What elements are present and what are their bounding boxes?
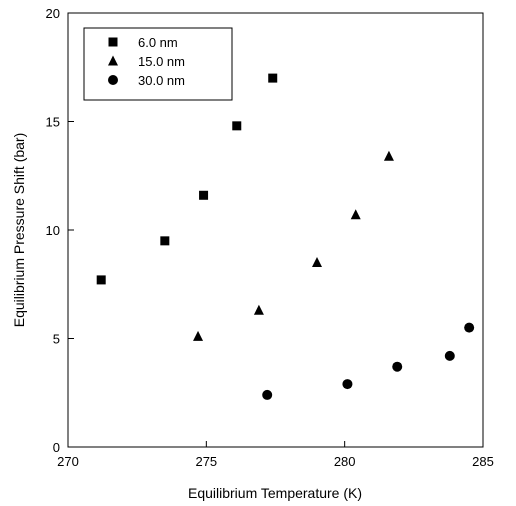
point-s1-3 <box>350 209 361 220</box>
legend: 6.0 nm 15.0 nm 30.0 nm <box>83 27 233 101</box>
x-tick-label-3: 285 <box>472 454 494 469</box>
legend-marker-2 <box>108 75 118 85</box>
point-s0-0 <box>96 275 106 285</box>
point-s0-3 <box>232 121 242 131</box>
legend-marker-0 <box>108 37 118 47</box>
point-s2-4 <box>464 322 475 333</box>
legend-marker-1 <box>108 55 118 66</box>
point-s2-2 <box>392 361 403 372</box>
x-tick-label-2: 280 <box>334 454 356 469</box>
y-tick-label-2: 10 <box>46 223 60 238</box>
point-s1-4 <box>383 150 394 161</box>
point-s1-2 <box>312 257 322 268</box>
point-s2-3 <box>444 350 455 361</box>
y-tick-label-1: 5 <box>53 332 60 347</box>
point-s2-1 <box>342 379 353 390</box>
y-axis-label: Equilibrium Pressure Shift (bar) <box>11 133 27 328</box>
legend-label-6nm: 6.0 nm <box>138 35 178 50</box>
y-axis: 0 5 10 15 20 <box>46 6 74 455</box>
x-tick-label-0: 270 <box>57 454 79 469</box>
x-tick-label-1: 275 <box>195 454 217 469</box>
point-s0-2 <box>199 190 209 200</box>
point-s1-0 <box>193 330 204 341</box>
legend-label-30nm: 30.0 nm <box>138 73 185 88</box>
y-tick-label-4: 20 <box>46 6 60 21</box>
legend-label-15nm: 15.0 nm <box>138 54 185 69</box>
x-axis: 270 275 280 285 <box>57 441 494 469</box>
x-axis-label: Equilibrium Temperature (K) <box>188 485 362 501</box>
point-s1-1 <box>253 304 264 315</box>
y-tick-label-0: 0 <box>53 440 60 455</box>
point-s0-1 <box>160 236 170 246</box>
point-s2-0 <box>262 389 273 400</box>
point-s0-4 <box>268 73 278 83</box>
data-points <box>96 73 475 400</box>
legend-box <box>83 27 233 101</box>
y-tick-label-3: 15 <box>46 115 60 130</box>
